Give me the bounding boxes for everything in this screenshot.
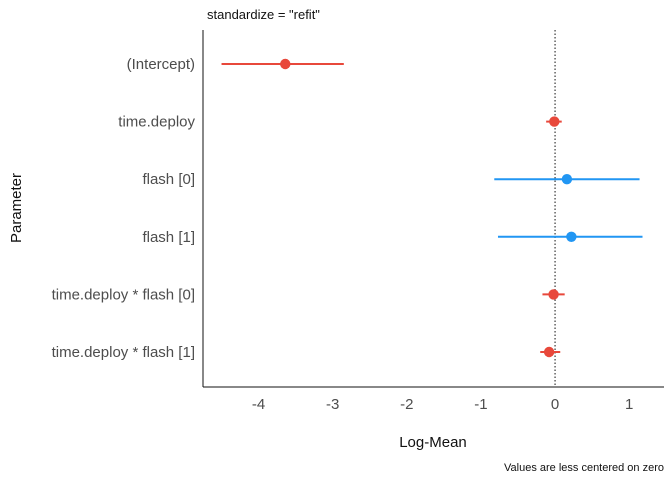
y-tick-label: time.deploy * flash [0] [52, 286, 195, 303]
x-tick-label: 1 [625, 396, 633, 413]
estimate-point [549, 116, 560, 127]
estimate-point [561, 174, 573, 185]
x-tick-label: -3 [326, 396, 339, 413]
x-tick-label: -4 [252, 396, 265, 413]
y-tick-label: flash [0] [142, 171, 195, 188]
y-tick-label: time.deploy [118, 114, 195, 131]
x-tick-label: 0 [551, 396, 559, 413]
y-tick-label: (Intercept) [127, 56, 195, 73]
chart-subtitle: standardize = "refit" [207, 7, 320, 22]
x-tick-label: -1 [474, 396, 487, 413]
y-tick-label: flash [1] [142, 229, 195, 246]
plot-area: -4 -3 -2 -1 0 1 (Intercept) time.deploy flash [0… [52, 30, 664, 413]
estimate-point [566, 231, 577, 242]
x-axis-label: Log-Mean [399, 434, 467, 451]
estimate-point [548, 289, 559, 300]
y-axis-label: Parameter [8, 173, 25, 243]
estimate-point [543, 346, 555, 358]
y-tick-label: time.deploy * flash [1] [52, 344, 195, 361]
x-tick-label: -2 [400, 396, 413, 413]
chart-caption: Values are less centered on zero [504, 462, 664, 474]
estimate-point [280, 58, 291, 70]
